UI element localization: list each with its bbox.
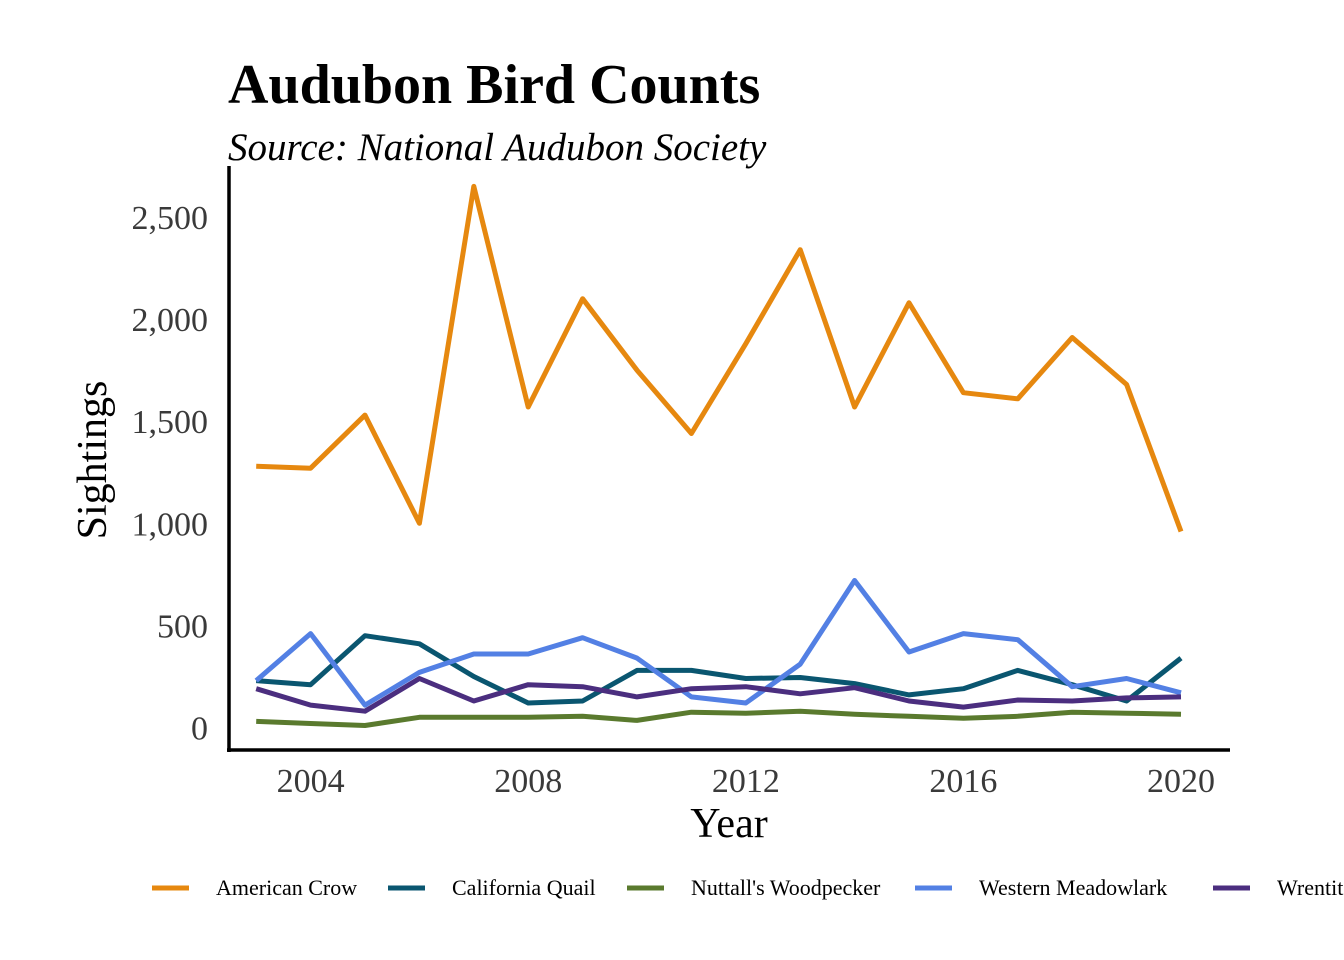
legend: American Crow California Quail Nuttall's W… — [152, 875, 1343, 900]
series-line-california-quail — [256, 633, 1183, 706]
legend-item-california-quail: California Quail — [388, 875, 596, 900]
legend-label: California Quail — [452, 875, 596, 900]
series-line-american-crow — [256, 183, 1184, 533]
legend-item-western-meadowlark: Western Meadowlark — [915, 875, 1167, 900]
legend-label: Western Meadowlark — [979, 875, 1167, 900]
y-axis-title: Sightings — [70, 381, 116, 540]
chart-subtitle: Source: National Audubon Society — [228, 126, 767, 169]
series-line-western-meadowlark — [254, 578, 1182, 708]
x-tick-label: 2004 — [277, 763, 345, 800]
series-line-wrentit — [255, 676, 1182, 714]
y-tick-label: 1,500 — [132, 404, 209, 441]
y-tick-label: 0 — [191, 711, 208, 748]
legend-item-nuttall-s-woodpecker: Nuttall's Woodpecker — [627, 875, 881, 900]
x-tick-labels: 2004 2008 2012 2016 2020 — [277, 763, 1215, 800]
series-line-nuttall-s-woodpecker — [256, 708, 1182, 728]
y-tick-label: 2,500 — [132, 200, 209, 237]
x-tick-label: 2016 — [929, 763, 997, 800]
x-tick-label: 2012 — [712, 763, 780, 800]
y-tick-labels: 0 500 1,000 1,500 2,000 2,500 — [132, 200, 209, 747]
legend-label: American Crow — [216, 875, 357, 900]
legend-label: Wrentit — [1277, 875, 1343, 900]
x-axis-title: Year — [690, 801, 767, 847]
chart-title: Audubon Bird Counts — [228, 54, 760, 116]
x-tick-label: 2020 — [1147, 763, 1215, 800]
series-lines — [254, 183, 1184, 728]
y-tick-label: 1,000 — [132, 506, 209, 543]
legend-label: Nuttall's Woodpecker — [691, 875, 881, 900]
legend-item-wrentit: Wrentit — [1213, 875, 1343, 900]
legend-item-american-crow: American Crow — [152, 875, 357, 900]
y-tick-label: 500 — [157, 608, 208, 645]
x-tick-label: 2008 — [494, 763, 562, 800]
y-tick-label: 2,000 — [132, 302, 209, 339]
